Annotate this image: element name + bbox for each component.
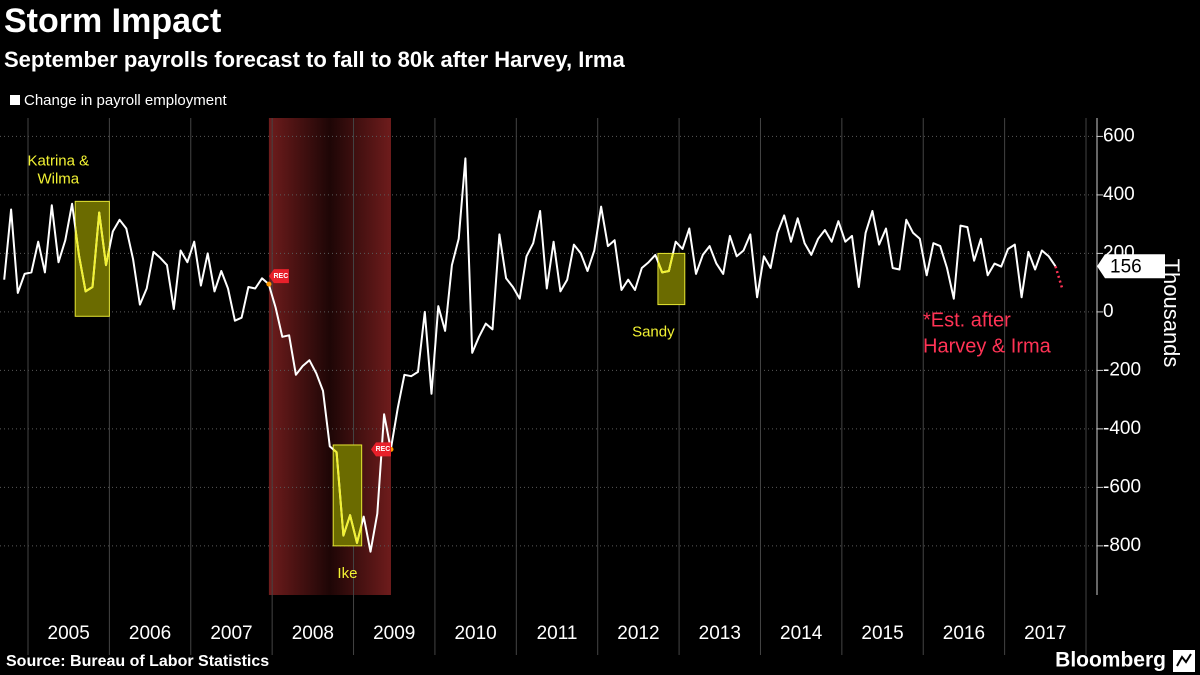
storm-box	[74, 200, 110, 317]
legend-swatch	[10, 95, 20, 105]
x-tick-label: 2016	[943, 623, 985, 644]
legend-label: Change in payroll employment	[24, 92, 227, 109]
y-tick-label: 400	[1103, 184, 1135, 205]
y-tick-label: -200	[1103, 359, 1141, 380]
recession-flag	[268, 269, 289, 284]
brand: Bloomberg	[1055, 649, 1166, 672]
y-tick-label: 600	[1103, 125, 1135, 146]
x-tick-label: 2011	[537, 623, 578, 644]
latest-value-box	[1097, 254, 1165, 279]
x-tick-label: 2013	[699, 623, 741, 644]
latest-value-label: 156	[1110, 256, 1142, 277]
recession-flag	[370, 442, 391, 457]
x-tick-label: 2015	[861, 623, 903, 644]
series-line	[3, 157, 1057, 553]
x-tick-label: 2012	[617, 623, 659, 644]
y-tick-label: -800	[1103, 535, 1141, 556]
x-tick-label: 2009	[373, 623, 415, 644]
chart-subtitle: September payrolls forecast to fall to 8…	[4, 47, 625, 72]
storm-label: Katrina &	[27, 152, 89, 169]
x-tick-label: 2014	[780, 623, 823, 644]
recession-point	[266, 281, 272, 287]
recession-flag-label: REC	[274, 273, 289, 280]
x-tick-label: 2005	[48, 623, 90, 644]
x-tick-label: 2010	[454, 623, 496, 644]
estimate-line	[1054, 265, 1064, 289]
recession-flag-label: REC	[376, 446, 391, 453]
recession-band	[268, 118, 391, 595]
estimate-note: *Est. after	[923, 309, 1011, 331]
estimate-note: Harvey & Irma	[923, 335, 1052, 357]
chart-title: Storm Impact	[4, 2, 221, 40]
storm-label: Ike	[337, 565, 357, 582]
y-tick-label: -400	[1103, 418, 1141, 439]
storm-label: Wilma	[37, 170, 79, 187]
y-tick-label: -600	[1103, 476, 1141, 497]
brand-icon-glyph	[1176, 653, 1192, 667]
y-tick-label: 0	[1103, 301, 1114, 322]
x-tick-label: 2007	[210, 623, 252, 644]
x-tick-label: 2006	[129, 623, 171, 644]
storm-label: Sandy	[632, 324, 675, 341]
source: Source: Bureau of Labor Statistics	[6, 653, 269, 670]
x-tick-label: 2008	[292, 623, 334, 644]
x-tick-label: 2017	[1024, 623, 1066, 644]
